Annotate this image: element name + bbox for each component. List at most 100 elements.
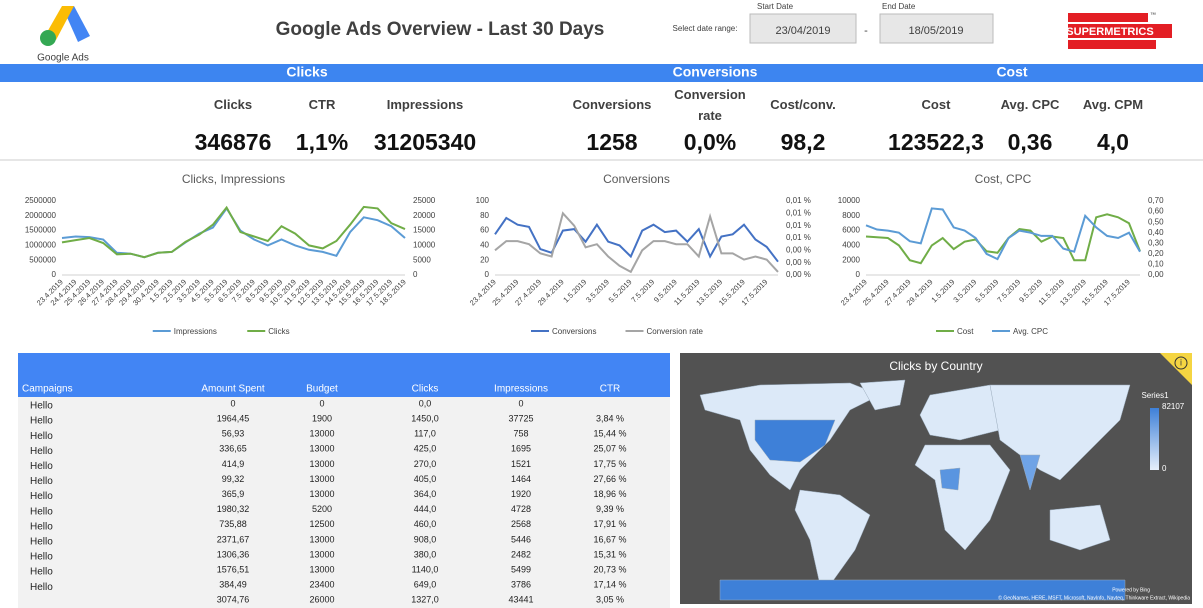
- map-legend-bar: [1150, 408, 1159, 470]
- table-cell: 13000: [309, 489, 334, 499]
- x-tick-label: 1.5.2019: [561, 277, 588, 304]
- kpi-value: 1258: [586, 129, 637, 155]
- y2-tick-label: 0,10: [1148, 260, 1164, 269]
- table-cell: 13000: [309, 429, 334, 439]
- table-cell: 12500: [309, 519, 334, 529]
- y2-tick-label: 0,01 %: [786, 196, 811, 205]
- section-title: Clicks: [286, 64, 327, 80]
- table-cell: 37725: [508, 413, 533, 423]
- y-tick-label: 0: [485, 270, 490, 279]
- end-date[interactable]: 18/05/2019: [908, 25, 963, 37]
- table-cell: 1306,36: [217, 549, 250, 559]
- table-cell: 2482: [511, 549, 531, 559]
- kpi-value: 4,0: [1097, 129, 1129, 155]
- y2-tick-label: 0,00 %: [786, 270, 811, 279]
- kpi-label: Impressions: [386, 97, 464, 112]
- legend-label: Clicks: [268, 327, 289, 336]
- table-cell: 1900: [312, 413, 332, 423]
- end-label: End Date: [882, 2, 916, 11]
- table-header-band: [18, 353, 670, 397]
- kpi-label: Conversions: [572, 97, 652, 112]
- table-cell: 117,0: [414, 429, 436, 439]
- y-tick-label: 8000: [842, 211, 860, 220]
- y2-tick-label: 0,01 %: [786, 233, 811, 242]
- table-cell: 13000: [309, 444, 334, 454]
- y2-tick-label: 0,00 %: [786, 258, 811, 267]
- info-text[interactable]: i: [1180, 357, 1182, 367]
- table-cell: 3786: [511, 580, 531, 590]
- kpi-value: 0,0%: [684, 129, 736, 155]
- map-legend-title: Series1: [1141, 391, 1169, 400]
- y2-tick-label: 25000: [413, 196, 436, 205]
- y2-tick-label: 5000: [413, 255, 431, 264]
- chart-title: Cost, CPC: [975, 172, 1032, 186]
- end-date-box[interactable]: [879, 13, 994, 44]
- campaign-name: Hello: [30, 537, 53, 548]
- table-cell: 908,0: [414, 534, 437, 544]
- kpi-label: Cost: [921, 97, 951, 112]
- table-header: Campaigns: [22, 384, 73, 395]
- map-title: Clicks by Country: [889, 359, 982, 373]
- legend-label: Cost: [957, 327, 974, 336]
- y2-tick-label: 0,01 %: [786, 221, 811, 230]
- table-cell: 3074,76: [217, 595, 250, 605]
- table-cell: 17,14 %: [593, 580, 626, 590]
- table-cell: 380,0: [414, 549, 437, 559]
- campaign-name: Hello: [30, 552, 53, 563]
- series-line: [494, 216, 779, 263]
- series-line: [61, 206, 406, 259]
- table-cell: 460,0: [414, 519, 437, 529]
- section-title: Cost: [996, 64, 1027, 80]
- table-cell: 365,9: [222, 489, 245, 499]
- y-tick-label: 20: [480, 255, 489, 264]
- y-tick-label: 80: [480, 211, 489, 220]
- section-band: [0, 64, 1203, 82]
- table-cell: 1450,0: [411, 413, 439, 423]
- table-cell: 0,0: [419, 398, 432, 408]
- table-cell: 17,75 %: [593, 459, 626, 469]
- table-header: Impressions: [494, 384, 548, 395]
- logo-text: Google Ads: [37, 53, 89, 64]
- table-cell: 364,0: [414, 489, 437, 499]
- table-cell: 1964,45: [217, 413, 250, 423]
- table-header: CTR: [600, 384, 621, 395]
- table-cell: 758: [513, 429, 528, 439]
- campaign-name: Hello: [30, 567, 53, 578]
- kpi-value: 123522,3: [888, 129, 984, 155]
- table-cell: 1576,51: [217, 564, 250, 574]
- date-prompt: Select date range:: [673, 24, 738, 33]
- kpi-value: 0,36: [1008, 129, 1053, 155]
- table-cell: 26000: [309, 595, 334, 605]
- legend-label: Impressions: [174, 327, 217, 336]
- start-date[interactable]: 23/04/2019: [775, 25, 830, 37]
- x-tick-label: 3.5.2019: [584, 277, 611, 304]
- table-cell: 1140,0: [412, 564, 439, 574]
- kpi-label: Cost/conv.: [770, 97, 836, 112]
- table-cell: 13000: [309, 534, 334, 544]
- info-icon[interactable]: [1174, 356, 1188, 370]
- y-tick-label: 1000000: [25, 241, 57, 250]
- brand-mark: ™: [1150, 12, 1156, 19]
- y2-tick-label: 0,70: [1148, 196, 1164, 205]
- table-cell: 0: [518, 398, 523, 408]
- y2-tick-label: 0,20: [1148, 249, 1164, 258]
- map-legend-min: 0: [1162, 464, 1167, 473]
- y2-tick-label: 10000: [413, 241, 436, 250]
- table-cell: 15,44 %: [593, 429, 626, 439]
- table-cell: 13000: [309, 549, 334, 559]
- table-cell: 15,31 %: [593, 549, 626, 559]
- dashboard-title: Google Ads Overview - Last 30 Days: [276, 19, 605, 40]
- start-date-box[interactable]: [749, 13, 857, 44]
- campaign-name: Hello: [30, 521, 53, 532]
- kpi-label: Avg. CPM: [1082, 97, 1144, 112]
- legend-label: Conversions: [552, 327, 596, 336]
- table-cell: 5446: [511, 534, 531, 544]
- campaign-name: Hello: [30, 461, 53, 472]
- table-header: Amount Spent: [201, 384, 265, 395]
- info-corner: [1160, 353, 1192, 385]
- table-cell: 1920: [511, 489, 531, 499]
- kpi-label: CTR: [308, 97, 336, 112]
- series-line: [61, 205, 406, 259]
- table-cell: 649,0: [414, 580, 437, 590]
